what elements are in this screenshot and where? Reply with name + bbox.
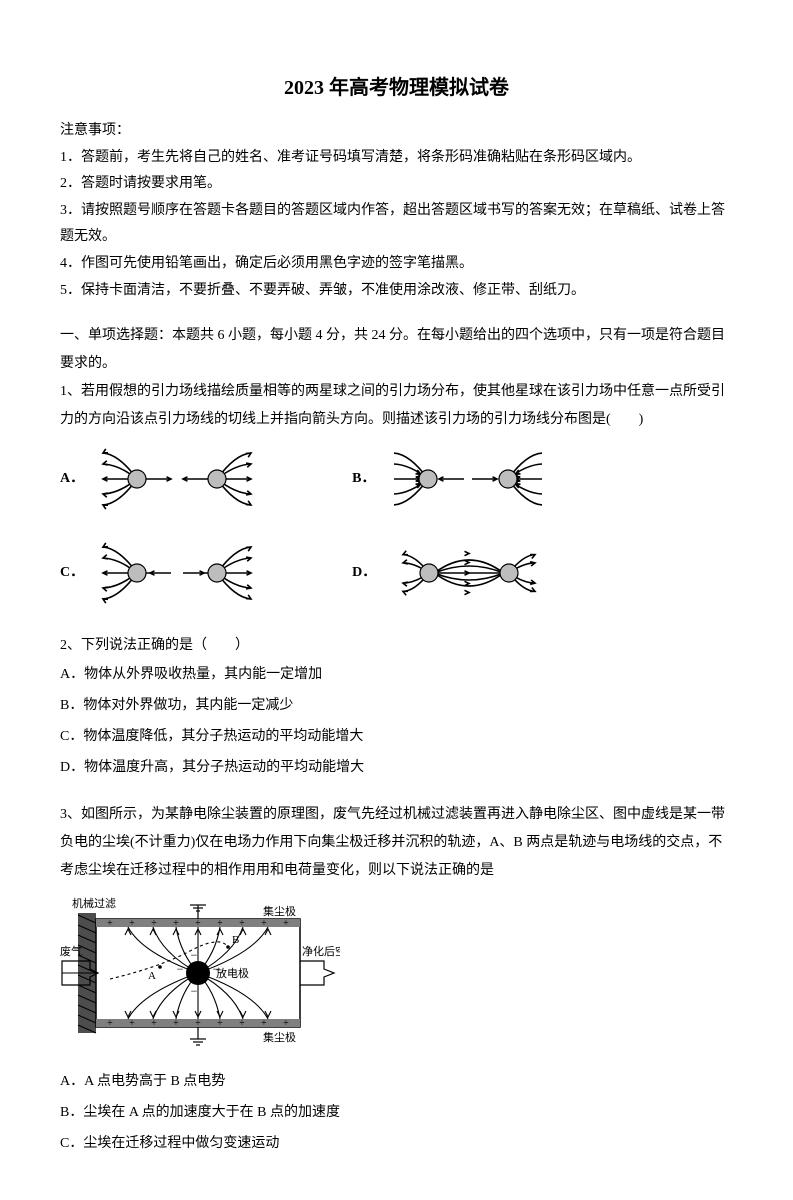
q2-opt-d: D．物体温度升高，其分子热运动的平均动能增大 bbox=[60, 753, 733, 784]
notice-header: 注意事项： bbox=[60, 118, 733, 145]
q3-diagram: 机械过滤++++++++++++++++++集尘极集尘极−−−−放电极AB废气净… bbox=[60, 893, 340, 1053]
svg-text:+: + bbox=[239, 918, 245, 929]
q1-opt-c-label: C． bbox=[60, 562, 84, 584]
svg-text:净化后空气: 净化后空气 bbox=[302, 944, 340, 958]
svg-text:集尘极: 集尘极 bbox=[263, 904, 296, 918]
svg-text:+: + bbox=[173, 1018, 179, 1029]
svg-text:+: + bbox=[283, 918, 289, 929]
q1-diagram-b bbox=[383, 444, 553, 514]
q3-opt-b: B．尘埃在 A 点的加速度大于在 B 点的加速度 bbox=[60, 1098, 733, 1129]
svg-text:+: + bbox=[283, 1018, 289, 1029]
q2-stem: 2、下列说法正确的是（ ） bbox=[60, 632, 733, 660]
notice-item: 1．答题前，考生先将自己的姓名、准考证号码填写清楚，将条形码准确粘贴在条形码区域… bbox=[60, 145, 733, 172]
q1-opt-b-label: B． bbox=[352, 468, 375, 490]
q3-stem: 3、如图所示，为某静电除尘装置的原理图，废气先经过机械过滤装置再进入静电除尘区、… bbox=[60, 801, 733, 885]
q1-opt-a-label: A． bbox=[60, 468, 84, 490]
svg-text:+: + bbox=[129, 918, 135, 929]
q1-opt-b: B． bbox=[352, 444, 553, 514]
notice-item: 4．作图可先使用铅笔画出，确定后必须用黑色字迹的签字笔描黑。 bbox=[60, 251, 733, 278]
q3-opt-c: C．尘埃在迁移过程中做匀变速运动 bbox=[60, 1129, 733, 1160]
svg-text:+: + bbox=[261, 918, 267, 929]
page-title: 2023 年高考物理模拟试卷 bbox=[60, 72, 733, 104]
q1-opt-a: A． bbox=[60, 444, 262, 514]
q1-opt-d: D． bbox=[352, 538, 554, 608]
svg-text:+: + bbox=[129, 1018, 135, 1029]
q1-diagram-d bbox=[384, 538, 554, 608]
q1-diagram-c bbox=[92, 538, 262, 608]
svg-text:放电极: 放电极 bbox=[216, 966, 249, 980]
q1-row1: A． B． bbox=[60, 444, 733, 514]
svg-text:+: + bbox=[239, 1018, 245, 1029]
svg-text:+: + bbox=[107, 918, 113, 929]
q1-row2: C． D． bbox=[60, 538, 733, 608]
svg-text:+: + bbox=[107, 1018, 113, 1029]
section1-intro: 一、单项选择题：本题共 6 小题，每小题 4 分，共 24 分。在每小题给出的四… bbox=[60, 322, 733, 378]
svg-text:废气: 废气 bbox=[60, 944, 82, 958]
notice-item: 5．保持卡面清洁，不要折叠、不要弄破、弄皱，不准使用涂改液、修正带、刮纸刀。 bbox=[60, 278, 733, 305]
svg-text:+: + bbox=[151, 918, 157, 929]
svg-text:机械过滤: 机械过滤 bbox=[72, 896, 116, 910]
svg-text:+: + bbox=[261, 1018, 267, 1029]
svg-text:集尘极: 集尘极 bbox=[263, 1030, 296, 1044]
svg-text:+: + bbox=[151, 1018, 157, 1029]
svg-text:−: − bbox=[191, 984, 198, 998]
notice-list: 1．答题前，考生先将自己的姓名、准考证号码填写清楚，将条形码准确粘贴在条形码区域… bbox=[60, 145, 733, 305]
exam-page: 2023 年高考物理模拟试卷 注意事项： 1．答题前，考生先将自己的姓名、准考证… bbox=[0, 0, 793, 1200]
svg-text:+: + bbox=[217, 1018, 223, 1029]
q3-figure: 机械过滤++++++++++++++++++集尘极集尘极−−−−放电极AB废气净… bbox=[60, 893, 733, 1053]
notice-item: 3．请按照题号顺序在答题卡各题目的答题区域内作答，超出答题区域书写的答案无效；在… bbox=[60, 198, 733, 251]
svg-text:B: B bbox=[232, 934, 239, 946]
q1-diagram-a bbox=[92, 444, 262, 514]
q1-opt-c: C． bbox=[60, 538, 262, 608]
svg-text:−: − bbox=[177, 962, 184, 976]
q1-stem: 1、若用假想的引力场线描绘质量相等的两星球之间的引力场分布，使其他星球在该引力场… bbox=[60, 378, 733, 434]
q2-opt-c: C．物体温度降低，其分子热运动的平均动能增大 bbox=[60, 722, 733, 753]
q3-opt-a: A．A 点电势高于 B 点电势 bbox=[60, 1067, 733, 1098]
svg-text:A: A bbox=[148, 970, 156, 982]
q2-opt-a: A．物体从外界吸收热量，其内能一定增加 bbox=[60, 660, 733, 691]
notice-item: 2．答题时请按要求用笔。 bbox=[60, 171, 733, 198]
q2-opt-b: B．物体对外界做功，其内能一定减少 bbox=[60, 691, 733, 722]
q1-opt-d-label: D． bbox=[352, 562, 376, 584]
